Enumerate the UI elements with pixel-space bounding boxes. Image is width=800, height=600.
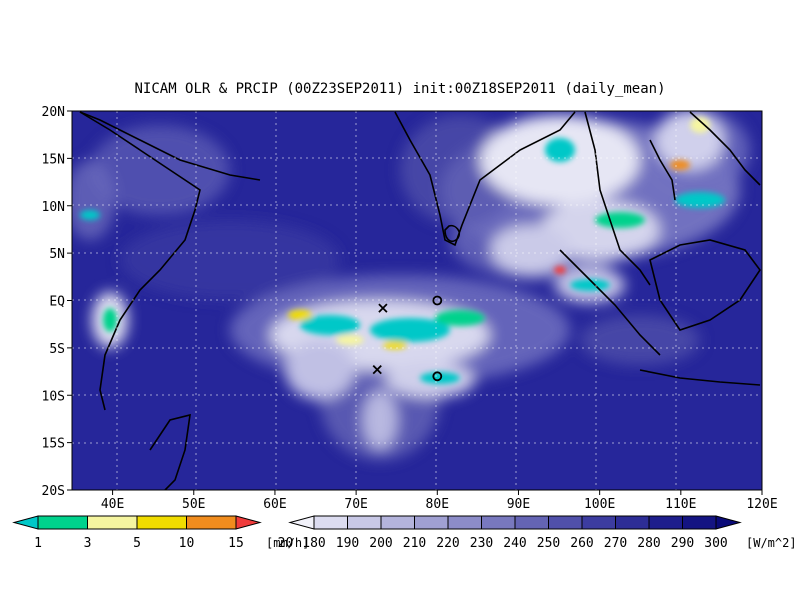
precip-legend: 1 3 5 10 15 20[mm/h] (12, 515, 309, 551)
circle-marker (432, 295, 443, 306)
lat-tick-label: 5S (49, 342, 65, 357)
lat-tick-label: 10N (42, 200, 65, 215)
olr-legend-label: 200 (369, 536, 392, 551)
precip-legend-label: 20 (278, 536, 294, 551)
olr-legend-swatch (615, 515, 650, 530)
precip-legend-swatch (37, 515, 88, 530)
olr-legend-label: 230 (470, 536, 493, 551)
longitude-tick-labels: 40E 50E 60E 70E 80E 90E 100E 110E 120E (101, 490, 778, 512)
precip-legend-right-arrow (235, 515, 262, 530)
lon-tick-label: 60E (263, 497, 286, 512)
lat-tick-label: 10S (42, 389, 65, 404)
olr-legend-label: 210 (403, 536, 426, 551)
precip-legend-label: 1 (34, 536, 42, 551)
olr-legend-swatch (514, 515, 549, 530)
precip-legend-label: 5 (133, 536, 141, 551)
olr-legend-swatch (313, 515, 348, 530)
olr-legend-label: 250 (537, 536, 560, 551)
map-area (72, 111, 762, 490)
olr-legend-label: 240 (503, 536, 526, 551)
lon-tick-label: 100E (584, 497, 615, 512)
lon-tick-label: 120E (746, 497, 777, 512)
circle-marker (432, 371, 443, 382)
precip-legend-unit: [mm/h] (266, 536, 309, 550)
olr-legend-right-arrow (715, 515, 742, 530)
olr-legend-swatch (447, 515, 482, 530)
lon-tick-label: 70E (344, 497, 367, 512)
precipitation-patches (80, 117, 725, 384)
precip-legend-swatch (186, 515, 237, 530)
precip-legend-swatch (87, 515, 138, 530)
latitude-tick-labels: 20N 15N 10N 5N EQ 5S 10S 15S 20S (42, 105, 72, 499)
precip-legend-label: 3 (84, 536, 92, 551)
olr-legend: 180 190 200 210 220 230 240 250 260 270 280 290 300 [… (288, 515, 797, 551)
grid-lines (72, 111, 762, 490)
station-markers (372, 295, 443, 382)
lon-tick-label: 90E (507, 497, 530, 512)
lon-tick-label: 80E (426, 497, 449, 512)
olr-legend-swatch (414, 515, 449, 530)
lat-tick-label: 20N (42, 105, 65, 120)
olr-legend-swatch (548, 515, 583, 530)
precip-legend-label: 15 (228, 536, 244, 551)
lat-tick-label: EQ (49, 295, 65, 310)
precip-legend-left-arrow (12, 515, 39, 530)
olr-legend-left-arrow (288, 515, 315, 530)
lat-tick-label: 20S (42, 484, 65, 499)
olr-legend-swatch (581, 515, 616, 530)
olr-legend-label: 290 (671, 536, 694, 551)
olr-legend-swatch (347, 515, 382, 530)
lat-tick-label: 15N (42, 152, 65, 167)
olr-legend-label: 270 (604, 536, 627, 551)
lat-tick-label: 5N (49, 247, 65, 262)
lon-tick-label: 110E (665, 497, 696, 512)
lon-tick-label: 40E (101, 497, 124, 512)
olr-legend-swatch (682, 515, 717, 530)
olr-legend-label: 220 (436, 536, 459, 551)
precip-legend-swatch (136, 515, 187, 530)
lon-tick-label: 50E (182, 497, 205, 512)
olr-legend-swatch (648, 515, 683, 530)
olr-legend-swatch (380, 515, 415, 530)
figure-title: NICAM OLR & PRCIP (00Z23SEP2011) init:00… (134, 81, 665, 97)
cross-marker (372, 365, 382, 375)
olr-legend-label: 190 (336, 536, 359, 551)
cross-marker (378, 303, 388, 313)
olr-legend-swatch (481, 515, 516, 530)
coastlines (79, 111, 761, 490)
olr-legend-label: 280 (637, 536, 660, 551)
olr-legend-unit: [W/m^2] (746, 536, 797, 550)
olr-legend-label: 300 (704, 536, 727, 551)
lat-tick-label: 15S (42, 437, 65, 452)
olr-legend-label: 180 (302, 536, 325, 551)
olr-legend-label: 260 (570, 536, 593, 551)
precip-legend-label: 10 (179, 536, 195, 551)
